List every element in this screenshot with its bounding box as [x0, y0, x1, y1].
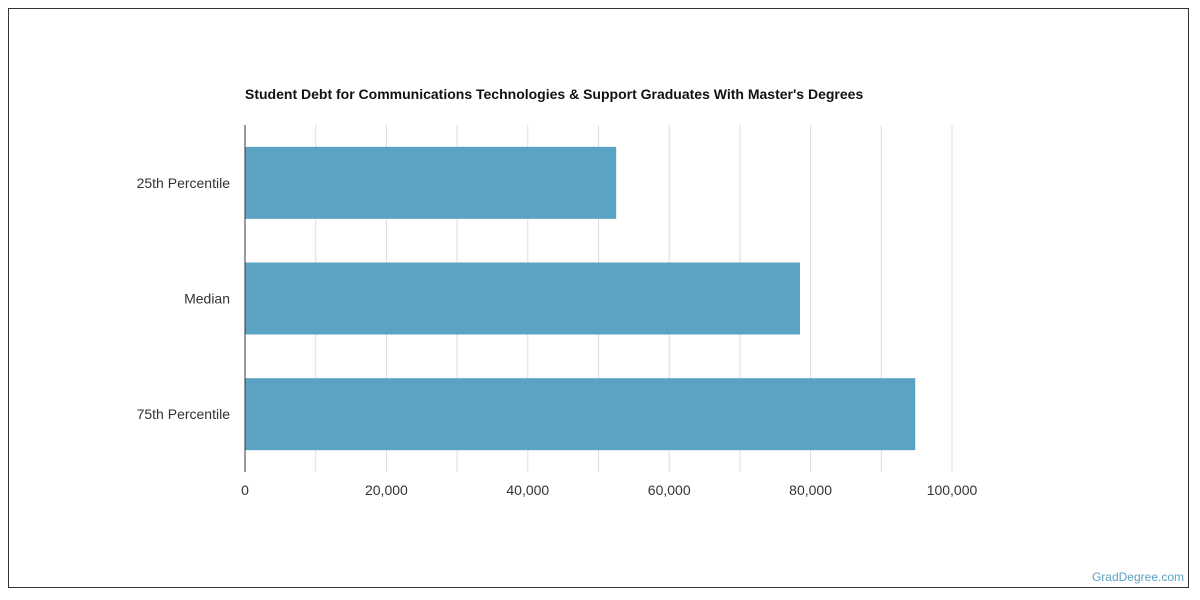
x-tick-label: 60,000 — [648, 482, 691, 498]
bar-75th-percentile — [245, 378, 916, 451]
bar-median — [245, 262, 800, 335]
x-tick-label: 80,000 — [789, 482, 832, 498]
tick-labels: 0 20,000 40,000 60,000 80,000 100,000 — [241, 482, 977, 498]
category-labels: 25th Percentile Median 75th Percentile — [137, 175, 231, 422]
x-tick-label: 40,000 — [506, 482, 549, 498]
bars — [245, 146, 916, 451]
watermark: GradDegree.com — [1091, 570, 1184, 584]
chart-title: Student Debt for Communications Technolo… — [245, 86, 864, 102]
bar-25th-percentile — [245, 146, 617, 219]
category-label: 25th Percentile — [137, 175, 231, 191]
x-tick-label: 0 — [241, 482, 249, 498]
category-label: Median — [184, 291, 230, 307]
x-tick-label: 20,000 — [365, 482, 408, 498]
x-tick-label: 100,000 — [927, 482, 978, 498]
category-label: 75th Percentile — [137, 406, 231, 422]
